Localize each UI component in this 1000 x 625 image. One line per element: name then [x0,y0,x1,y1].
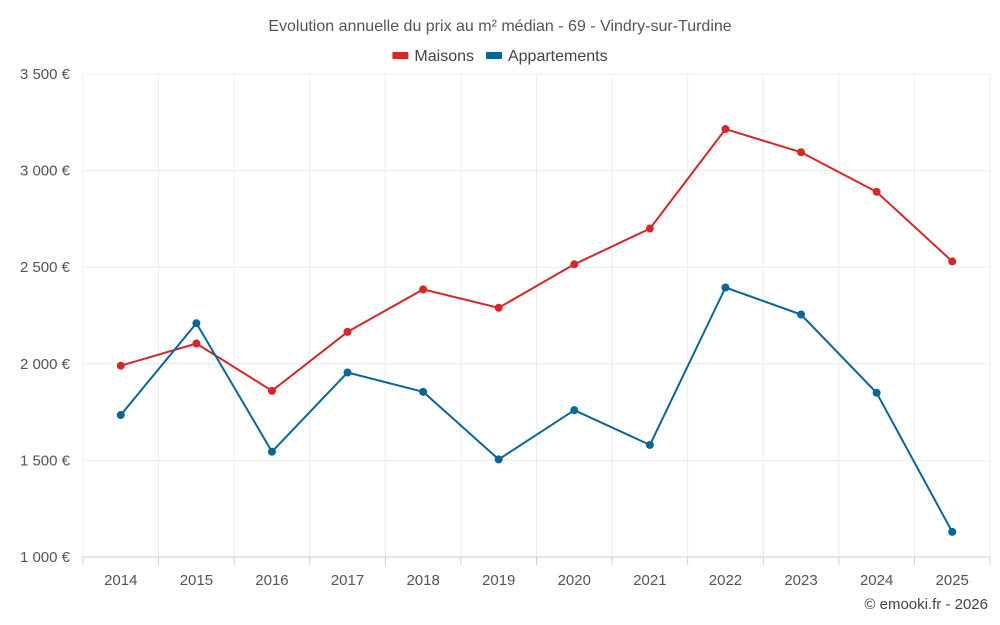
y-tick-label: 2 000 € [20,356,71,373]
x-tick-label: 2021 [633,572,666,589]
data-point-maisons[interactable] [872,187,881,196]
data-point-appartements[interactable] [797,310,806,319]
y-tick-label: 2 500 € [20,259,71,276]
x-tick-label: 2017 [331,572,364,589]
data-point-appartements[interactable] [494,455,503,464]
data-point-appartements[interactable] [343,368,352,377]
data-point-appartements[interactable] [872,388,881,397]
data-point-maisons[interactable] [721,125,730,134]
x-tick-label: 2018 [406,572,439,589]
y-tick-label: 1 500 € [20,452,71,469]
data-point-maisons[interactable] [116,361,125,370]
x-tick-label: 2025 [936,572,969,589]
data-point-maisons[interactable] [494,303,503,312]
x-tick-label: 2020 [558,572,591,589]
data-point-maisons[interactable] [797,148,806,157]
data-point-maisons[interactable] [192,339,201,348]
credit-text: © emooki.fr - 2026 [864,596,988,613]
data-point-maisons[interactable] [267,386,276,395]
data-point-maisons[interactable] [570,260,579,269]
x-tick-label: 2024 [860,572,893,589]
x-tick-label: 2019 [482,572,515,589]
data-point-maisons[interactable] [419,285,428,294]
y-tick-label: 3 000 € [20,163,71,180]
series-line-appartements [120,286,954,533]
data-point-maisons[interactable] [645,224,654,233]
legend-swatch-maisons [392,52,409,59]
y-tick-label: 3 500 € [20,66,71,83]
data-point-appartements[interactable] [192,319,201,328]
y-tick-label: 1 000 € [20,549,71,566]
legend-swatch-appartements [485,52,502,59]
data-point-appartements[interactable] [419,387,428,396]
series-group [116,125,957,536]
legend-label-maisons[interactable]: Maisons [414,48,474,65]
data-point-appartements[interactable] [570,406,579,415]
legend-label-appartements[interactable]: Appartements [508,48,608,65]
chart-title: Evolution annuelle du prix au m² médian … [268,18,731,35]
data-point-maisons[interactable] [343,327,352,336]
x-tick-label: 2023 [784,572,817,589]
data-point-appartements[interactable] [721,283,730,292]
data-point-maisons[interactable] [948,257,957,266]
y-axis: 1 000 € 1 500 € 2 000 € 2 500 € 3 000 € 3 500… [20,66,71,566]
grid [82,73,991,557]
series-line-maisons [120,128,953,392]
x-tick-label: 2015 [180,572,213,589]
data-point-appartements[interactable] [267,447,276,456]
data-point-appartements[interactable] [645,440,654,449]
data-point-appartements[interactable] [116,410,125,419]
legend: Maisons Appartements [392,48,608,65]
data-point-appartements[interactable] [948,527,957,536]
x-tick-label: 2022 [709,572,742,589]
x-tick-label: 2014 [104,572,137,589]
x-tick-label: 2016 [255,572,288,589]
x-axis: 2014 2015 2016 2017 2018 2019 2020 2021 2022 2023… [82,556,991,589]
